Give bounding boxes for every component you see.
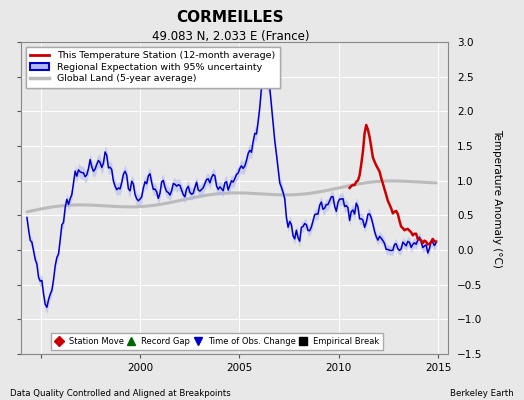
Text: Data Quality Controlled and Aligned at Breakpoints: Data Quality Controlled and Aligned at B… — [10, 389, 231, 398]
Y-axis label: Temperature Anomaly (°C): Temperature Anomaly (°C) — [492, 128, 502, 268]
Text: CORMEILLES: CORMEILLES — [177, 10, 285, 25]
Legend: This Temperature Station (12-month average), Regional Expectation with 95% uncer: This Temperature Station (12-month avera… — [26, 47, 280, 88]
Text: 49.083 N, 2.033 E (France): 49.083 N, 2.033 E (France) — [152, 30, 309, 43]
Text: Berkeley Earth: Berkeley Earth — [450, 389, 514, 398]
